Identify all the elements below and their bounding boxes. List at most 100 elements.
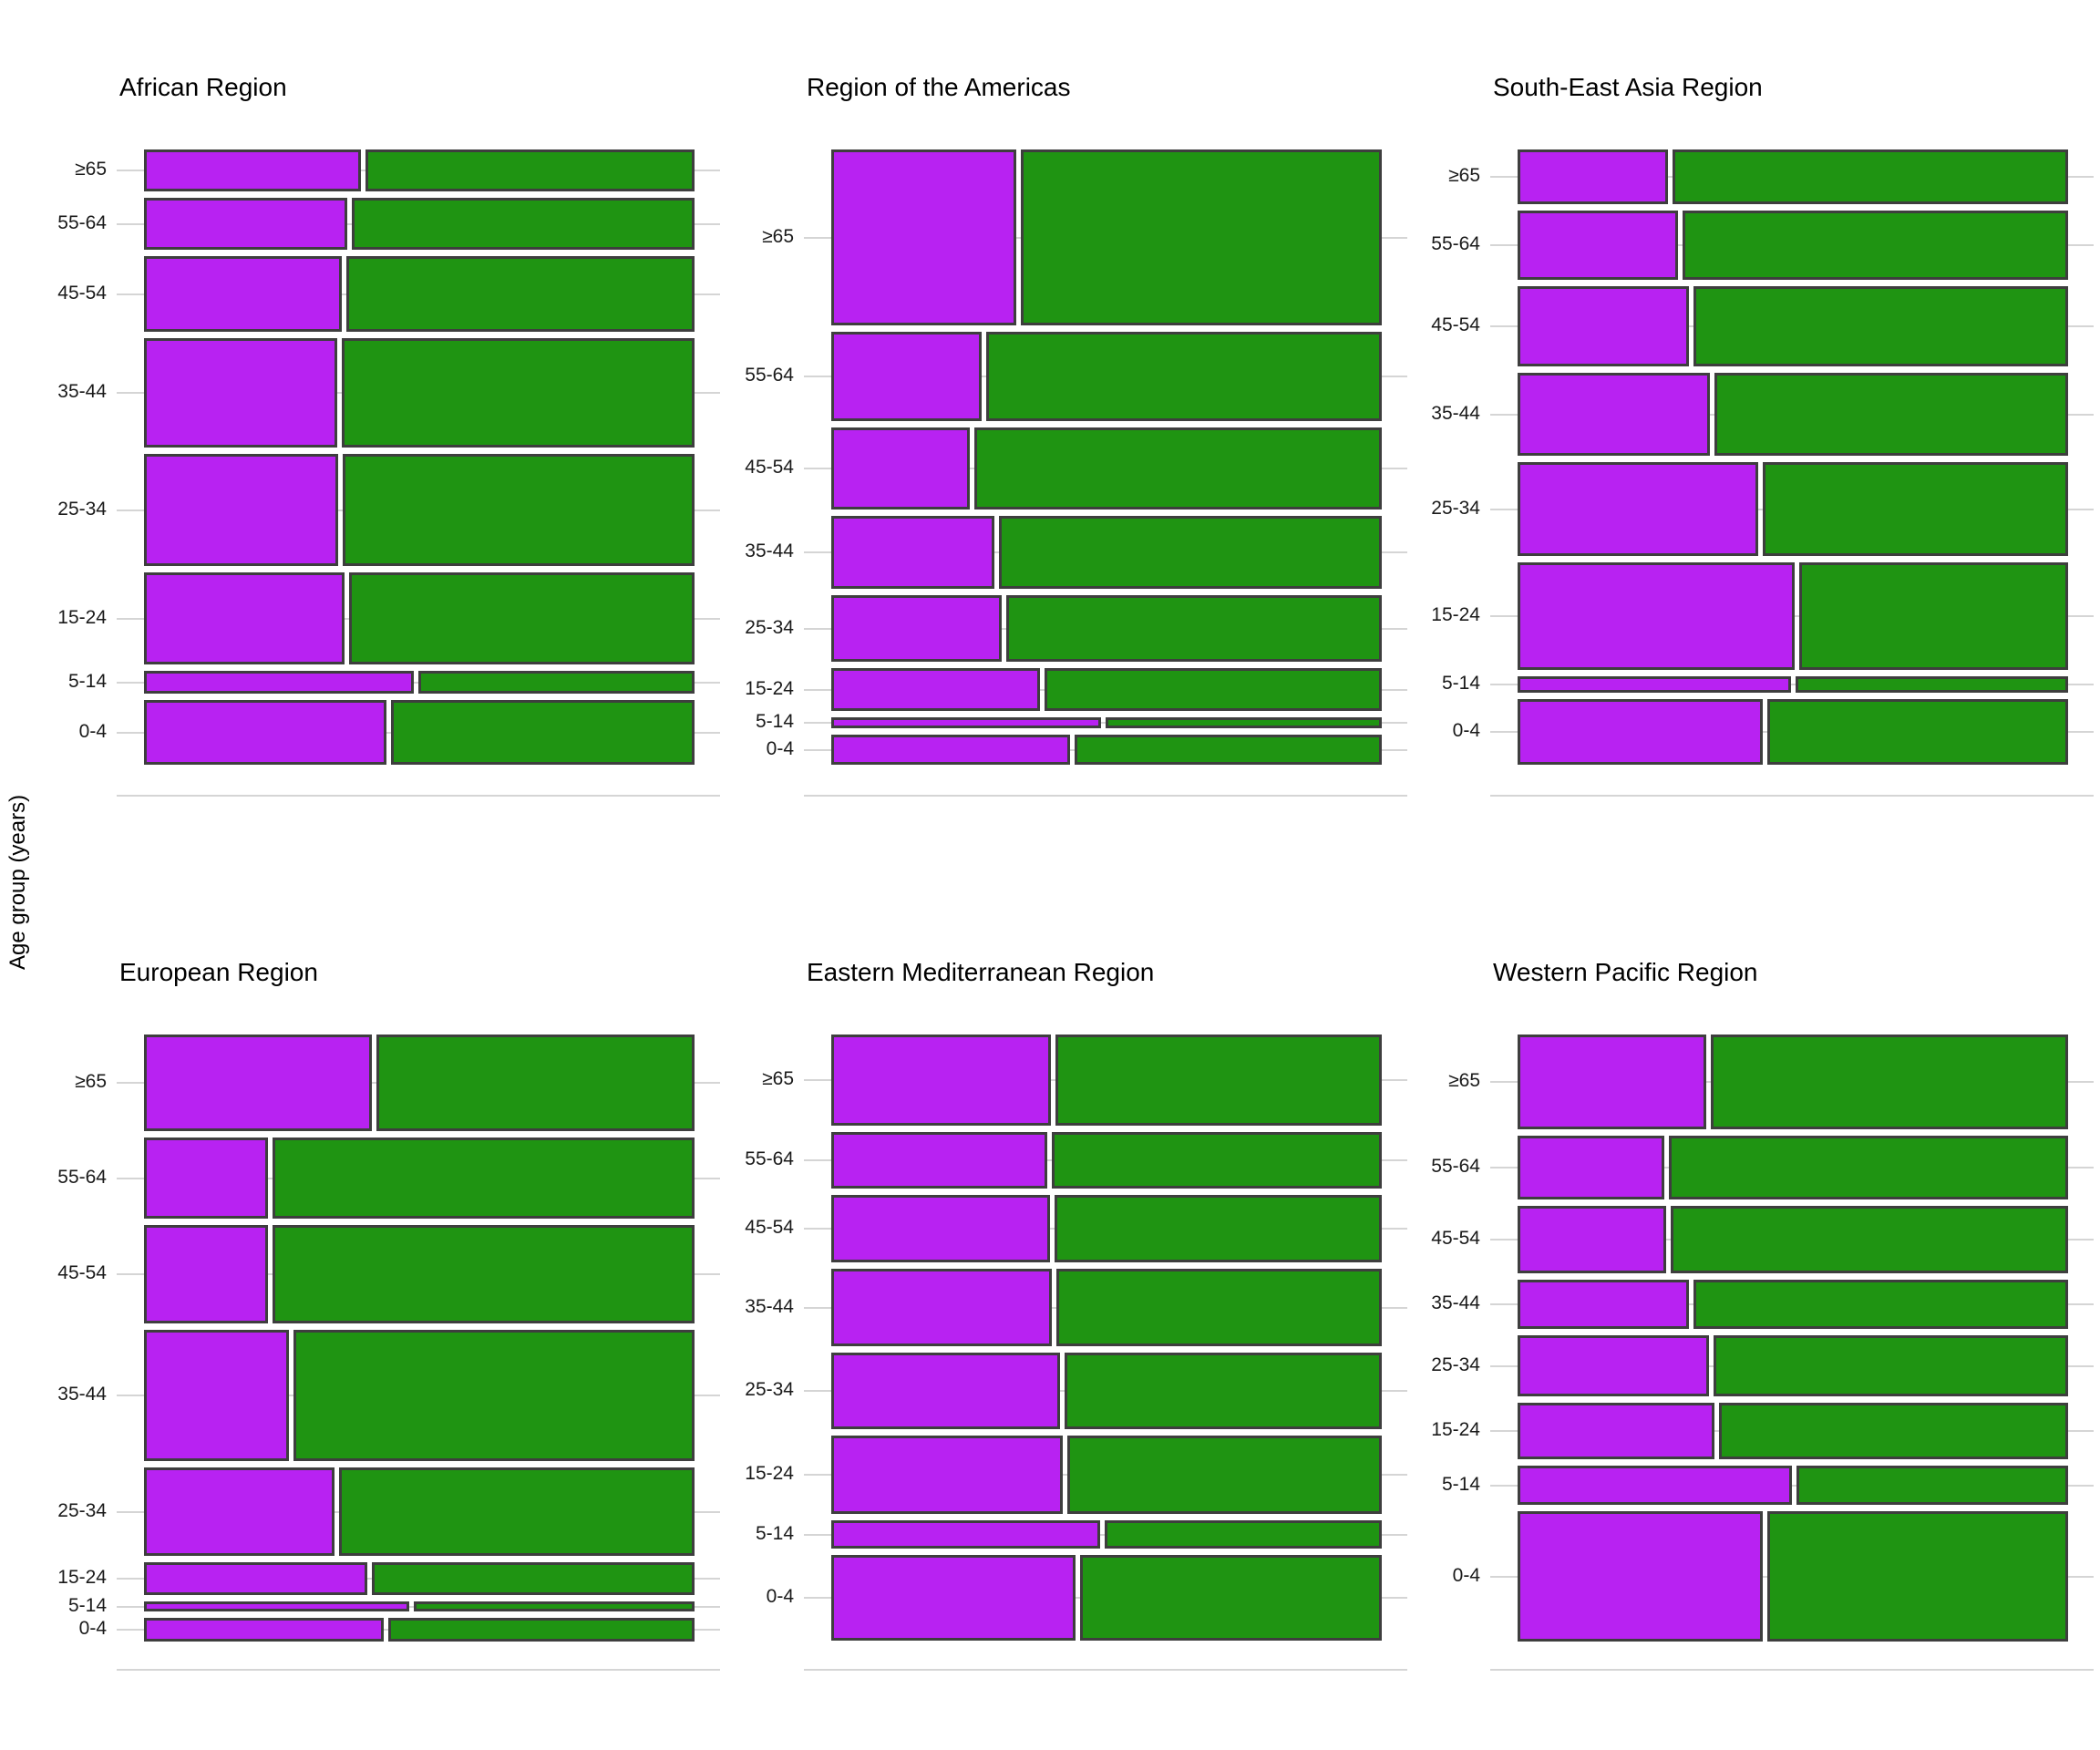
segment-purple xyxy=(144,256,342,332)
segment-green xyxy=(1711,1035,2068,1129)
segment-green xyxy=(339,1467,695,1556)
plot-area-region-of-the-americas: ≥65 55-64 45-54 35-44 25-34 15-24 5-14 0-4 xyxy=(745,149,1407,765)
segment-purple xyxy=(1518,1035,1706,1129)
segment-purple xyxy=(144,572,345,664)
segment-purple xyxy=(1518,1136,1664,1199)
segment-green xyxy=(1669,1136,2068,1199)
segment-purple xyxy=(144,671,414,694)
segment-green xyxy=(418,671,695,694)
segment-purple xyxy=(1518,462,1758,556)
segment-purple xyxy=(144,1618,384,1642)
bottom-axis-line xyxy=(804,1669,1407,1671)
segment-green xyxy=(1683,211,2068,280)
segment-purple xyxy=(831,595,1002,662)
segment-purple xyxy=(144,700,386,765)
mosaic-row-south-east-asia-region-45-54: 45-54 xyxy=(1431,286,2094,366)
mosaic-row-african-region-55-64: 55-64 xyxy=(57,198,720,250)
y-tick-label: 35-44 xyxy=(745,540,794,562)
mosaic-row-region-of-the-americas-0-4: 0-4 xyxy=(767,735,1407,765)
y-tick-label: 25-34 xyxy=(57,1499,107,1521)
y-tick-label: 5-14 xyxy=(755,1522,794,1544)
y-tick-label: 25-34 xyxy=(1431,1354,1480,1375)
mosaic-row-african-region-35-44: 35-44 xyxy=(57,338,720,448)
mosaic-row-western-pacific-region-15-24: 15-24 xyxy=(1431,1403,2094,1459)
segment-green xyxy=(1067,1436,1382,1514)
segment-purple xyxy=(144,1562,367,1595)
panel-title-western-pacific-region: Western Pacific Region xyxy=(1493,958,1758,986)
segment-green xyxy=(974,427,1382,510)
plot-area-eastern-mediterranean-region: ≥65 55-64 45-54 35-44 25-34 15-24 5-14 0-4 xyxy=(745,1035,1407,1641)
mosaic-row-western-pacific-region-0-4: 0-4 xyxy=(1453,1511,2094,1642)
y-tick-label: 55-64 xyxy=(1431,1156,1480,1178)
y-axis-title: Age group (years) xyxy=(5,794,30,971)
y-tick-label: 15-24 xyxy=(57,606,107,628)
mosaic-row-western-pacific-region-ge65: ≥65 xyxy=(1448,1035,2094,1129)
segment-green xyxy=(1799,562,2068,670)
segment-green xyxy=(352,198,695,250)
y-tick-label: 5-14 xyxy=(67,670,107,692)
mosaic-row-region-of-the-americas-15-24: 15-24 xyxy=(745,668,1407,711)
mosaic-row-western-pacific-region-5-14: 5-14 xyxy=(1442,1466,2094,1505)
mosaic-row-eastern-mediterranean-region-15-24: 15-24 xyxy=(745,1436,1407,1514)
segment-green xyxy=(273,1225,695,1323)
segment-green xyxy=(1767,1511,2068,1642)
panel-title-eastern-mediterranean-region: Eastern Mediterranean Region xyxy=(807,958,1155,986)
segment-purple xyxy=(831,332,982,421)
segment-green xyxy=(1055,1195,1382,1262)
y-tick-label: 35-44 xyxy=(57,381,107,403)
mosaic-row-european-region-55-64: 55-64 xyxy=(57,1138,720,1219)
mosaic-row-eastern-mediterranean-region-0-4: 0-4 xyxy=(767,1555,1407,1641)
segment-purple xyxy=(144,454,338,566)
y-tick-label: 5-14 xyxy=(755,711,794,733)
segment-green xyxy=(293,1330,695,1461)
segment-green xyxy=(1106,717,1382,728)
segment-purple xyxy=(144,149,361,191)
mosaic-row-region-of-the-americas-45-54: 45-54 xyxy=(745,427,1407,510)
segment-green xyxy=(349,572,695,664)
plot-area-south-east-asia-region: ≥65 55-64 45-54 35-44 25-34 15-24 5-14 0-4 xyxy=(1431,149,2094,765)
mosaic-row-european-region-5-14: 5-14 xyxy=(68,1595,720,1616)
bottom-axis-line xyxy=(1490,1669,2094,1671)
mosaic-row-african-region-ge65: ≥65 xyxy=(75,149,720,191)
mosaic-row-european-region-15-24: 15-24 xyxy=(57,1562,720,1595)
segment-purple xyxy=(144,1601,409,1611)
y-tick-label: 5-14 xyxy=(1441,673,1480,695)
y-tick-label: 45-54 xyxy=(57,282,107,304)
mosaic-row-african-region-25-34: 25-34 xyxy=(57,454,720,566)
segment-green xyxy=(273,1138,695,1219)
segment-purple xyxy=(1518,699,1763,765)
panel-title-european-region: European Region xyxy=(119,958,318,986)
y-tick-label: 0-4 xyxy=(766,737,794,759)
y-tick-label: 45-54 xyxy=(1431,314,1480,336)
mosaic-row-european-region-45-54: 45-54 xyxy=(57,1225,720,1323)
y-tick-label: ≥65 xyxy=(75,1071,107,1093)
segment-purple xyxy=(144,1225,268,1323)
y-tick-label: 25-34 xyxy=(745,616,794,638)
segment-green xyxy=(372,1562,695,1595)
segment-green xyxy=(388,1618,695,1642)
panel-title-region-of-the-americas: Region of the Americas xyxy=(807,73,1071,101)
segment-purple xyxy=(144,1467,335,1556)
bottom-axis-line xyxy=(1490,795,2094,797)
mosaic-row-south-east-asia-region-5-14: 5-14 xyxy=(1442,673,2094,694)
mosaic-row-region-of-the-americas-25-34: 25-34 xyxy=(745,595,1407,662)
y-tick-label: 25-34 xyxy=(57,498,107,520)
mosaic-row-region-of-the-americas-35-44: 35-44 xyxy=(745,516,1407,589)
y-tick-label: 25-34 xyxy=(745,1379,794,1401)
y-tick-label: ≥65 xyxy=(762,225,794,247)
segment-purple xyxy=(831,668,1040,711)
segment-green xyxy=(1052,1132,1382,1189)
bottom-axis-line xyxy=(117,1669,720,1671)
segment-purple xyxy=(1518,1280,1689,1329)
segment-purple xyxy=(1518,373,1710,456)
y-tick-label: ≥65 xyxy=(1448,165,1480,187)
y-tick-label: 25-34 xyxy=(1431,497,1480,519)
y-tick-label: ≥65 xyxy=(1448,1070,1480,1092)
segment-green xyxy=(1055,1035,1382,1126)
segment-purple xyxy=(144,1035,372,1131)
panel-title-south-east-asia-region: South-East Asia Region xyxy=(1493,73,1763,101)
y-tick-label: 45-54 xyxy=(57,1262,107,1284)
segment-green xyxy=(1714,1335,2068,1396)
y-tick-label: 15-24 xyxy=(745,677,794,699)
